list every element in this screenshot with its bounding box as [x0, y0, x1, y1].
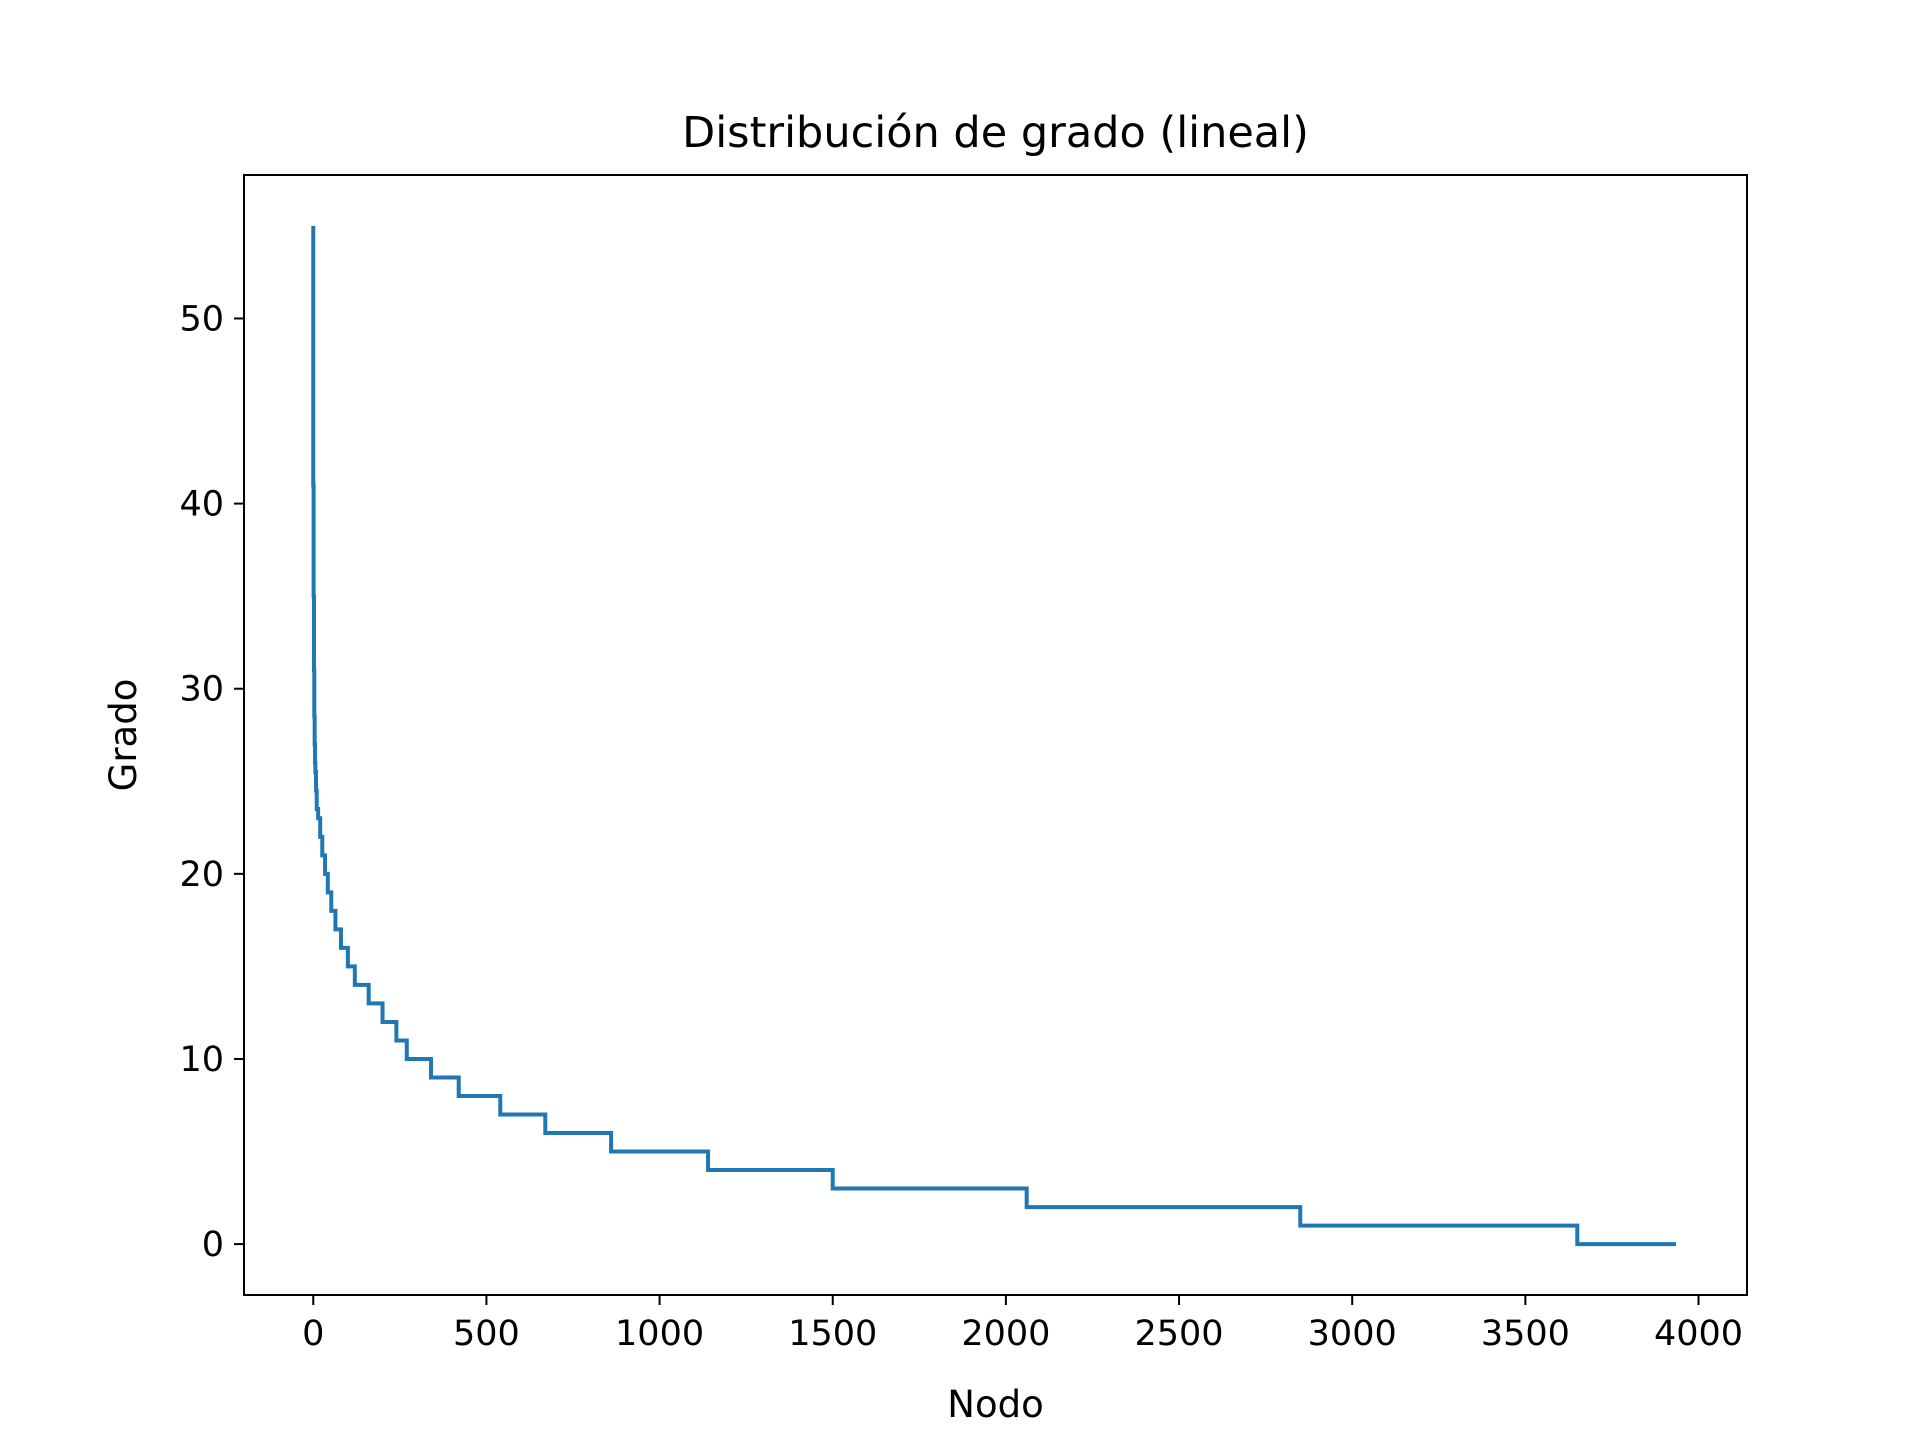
x-axis-label: Nodo — [947, 1383, 1043, 1426]
axes-layer: 0 500 1000 1500 2000 2500 3000 3500 4000 0 10 20 30 4… — [102, 108, 1748, 1426]
x-tick-label-0: 0 — [302, 1314, 324, 1354]
x-tick-label-6: 3000 — [1308, 1314, 1397, 1354]
series-line-0 — [311, 225, 1677, 1247]
y-tick-label-4: 40 — [179, 485, 224, 525]
y-tick-label-5: 50 — [179, 299, 224, 339]
plot-frame — [243, 174, 1748, 1296]
y-tick-label-3: 30 — [179, 670, 224, 710]
x-tick-label-2: 1000 — [615, 1314, 704, 1354]
x-tick-label-8: 4000 — [1654, 1314, 1743, 1354]
x-tick-label-4: 2000 — [961, 1314, 1050, 1354]
y-tick-label-0: 0 — [202, 1225, 224, 1265]
y-axis-label: Grado — [102, 679, 145, 792]
x-tick-label-7: 3500 — [1481, 1314, 1570, 1354]
y-tick-label-1: 10 — [179, 1040, 224, 1080]
chart-title: Distribución de grado (lineal) — [682, 108, 1309, 158]
x-tick-label-3: 1500 — [788, 1314, 877, 1354]
x-tick-label-1: 500 — [453, 1314, 520, 1354]
y-tick-label-2: 20 — [179, 855, 224, 895]
x-tick-label-5: 2500 — [1135, 1314, 1224, 1354]
